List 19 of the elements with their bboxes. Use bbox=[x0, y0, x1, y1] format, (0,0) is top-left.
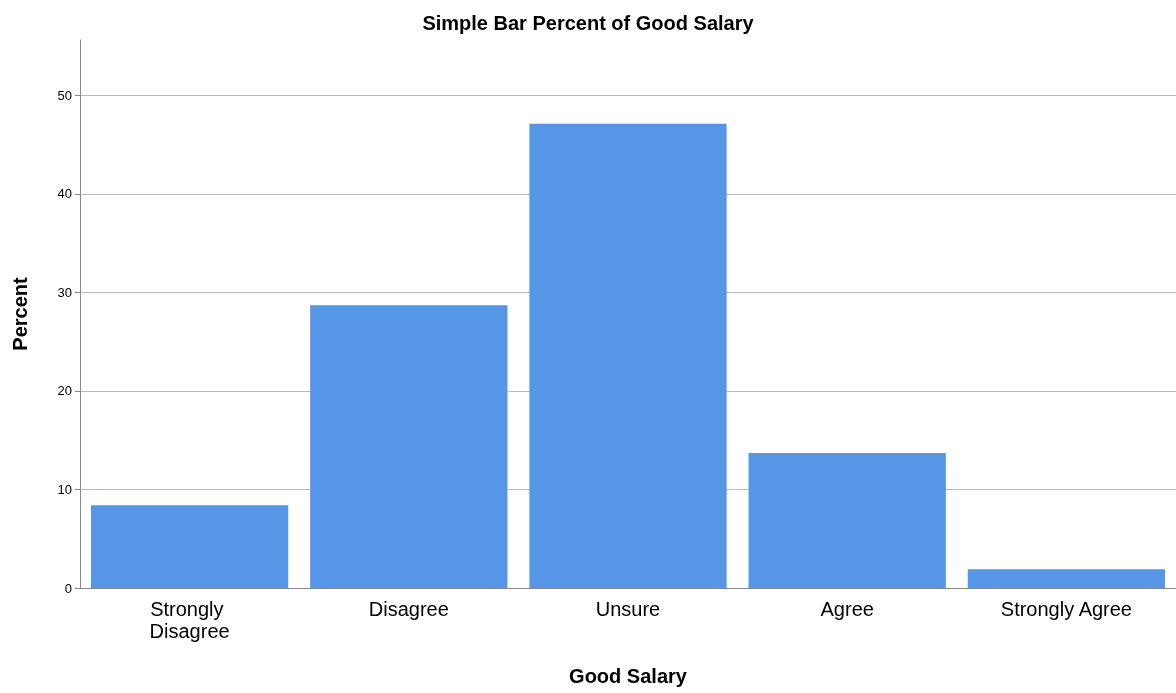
y-axis-title: Percent bbox=[9, 276, 31, 351]
y-tick-label: 10 bbox=[57, 481, 72, 497]
x-tick-label: Strongly Agree bbox=[1000, 598, 1132, 620]
bar bbox=[310, 305, 508, 588]
y-tick-label: 30 bbox=[57, 284, 72, 300]
bar bbox=[967, 569, 1166, 588]
bar bbox=[748, 452, 946, 588]
chart-title: Simple Bar Percent of Good Salary bbox=[422, 12, 755, 34]
x-axis-title: Good Salary bbox=[569, 665, 688, 687]
x-tick-label: Disagree bbox=[368, 598, 449, 620]
y-tick-label: 50 bbox=[57, 87, 72, 103]
x-tick-label: Strongly Disagree bbox=[149, 598, 230, 642]
y-tick-label: 0 bbox=[64, 580, 72, 596]
x-tick-label: Agree bbox=[820, 598, 874, 620]
bar bbox=[90, 505, 289, 588]
bar bbox=[529, 123, 727, 588]
x-tick-label: Unsure bbox=[595, 598, 661, 620]
y-tick-label: 40 bbox=[57, 186, 72, 202]
y-tick-label: 20 bbox=[57, 383, 72, 399]
